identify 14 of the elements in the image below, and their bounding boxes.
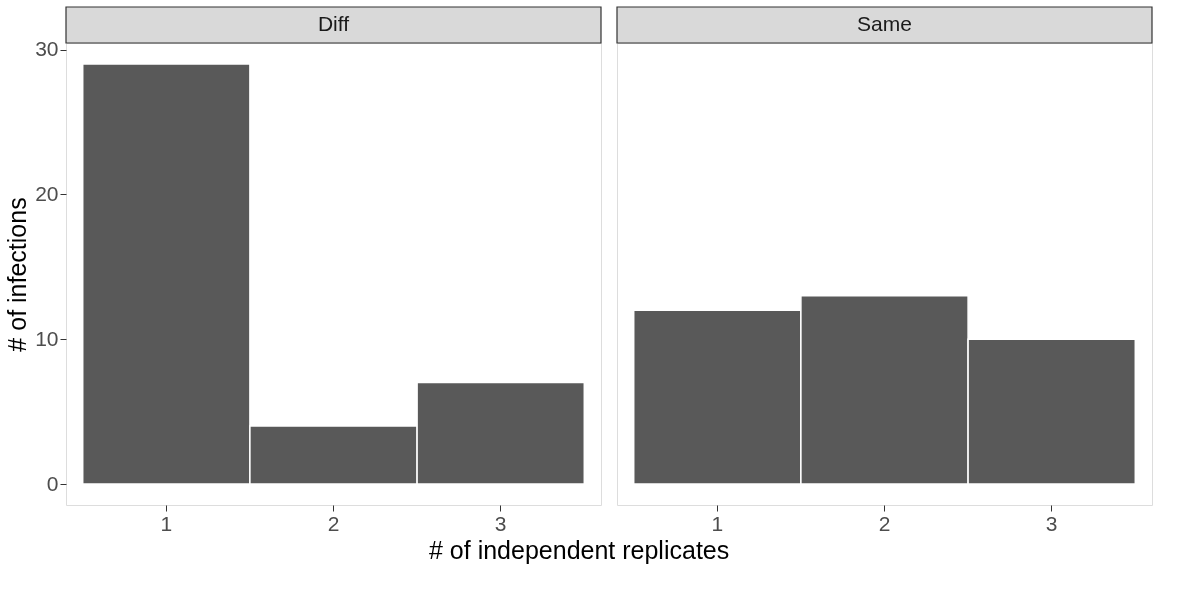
x-tick-label: 1 — [711, 511, 724, 535]
chart-title: Same — [857, 12, 912, 35]
x-axis-title: # of independent replicates — [429, 535, 730, 564]
x-tick-label: 2 — [327, 511, 340, 535]
y-tick-label: 20 — [35, 181, 59, 205]
x-tick-label: 2 — [878, 511, 891, 535]
x-tick-label: 3 — [1045, 511, 1058, 535]
y-tick-label: 30 — [35, 37, 59, 61]
chart-title: Diff — [317, 12, 350, 35]
y-axis-title: # of infections — [3, 197, 32, 352]
y-tick-label: 10 — [35, 326, 59, 350]
x-tick-label: 1 — [160, 511, 173, 535]
y-tick-label: 0 — [46, 471, 59, 495]
x-tick-label: 3 — [494, 511, 507, 535]
